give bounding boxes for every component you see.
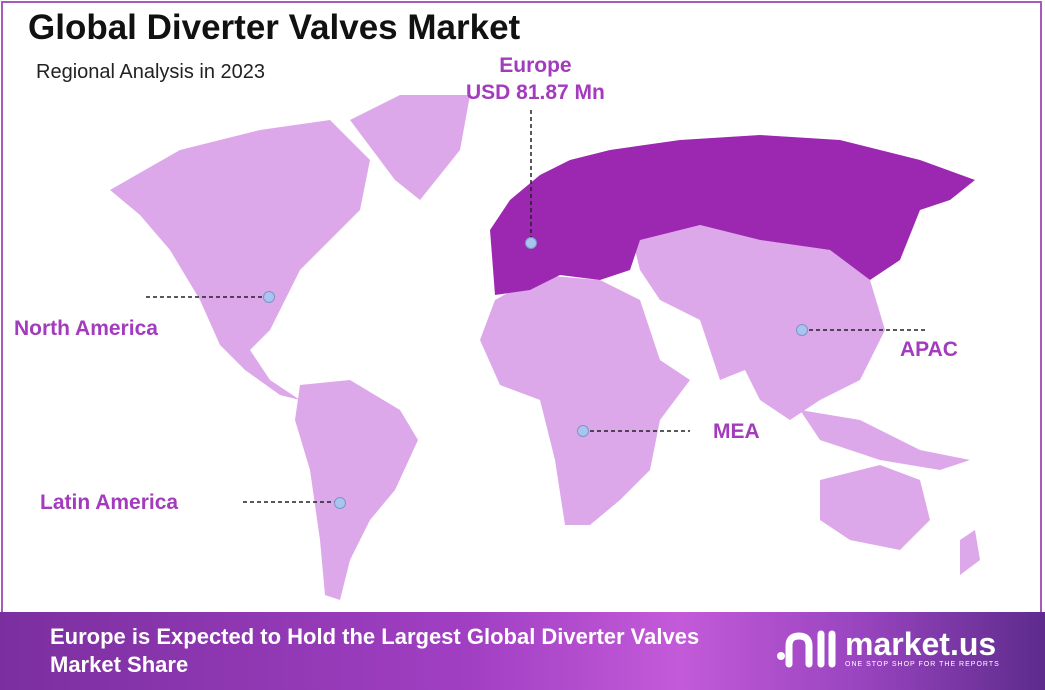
new-zealand-shape <box>960 530 980 575</box>
page-title: Global Diverter Valves Market <box>28 8 521 47</box>
asia-shape <box>630 225 885 420</box>
greenland-shape <box>350 95 470 200</box>
logo-name: market.us <box>845 625 997 662</box>
europe-russia-shape <box>490 135 975 295</box>
market-us-logo[interactable]: market.us ONE STOP SHOP FOR THE REPORTS <box>775 626 1000 670</box>
southeast-asia-shape <box>800 410 970 470</box>
latin-america-marker <box>334 497 346 509</box>
europe-value: USD 81.87 Mn <box>466 81 605 104</box>
market-us-logo-icon <box>777 630 836 668</box>
north-america-shape <box>110 120 370 400</box>
apac-marker <box>796 324 808 336</box>
latin-america-label: Latin America <box>40 491 179 514</box>
footer-text: Europe is Expected to Hold the Largest G… <box>50 624 700 677</box>
footer-banner: Europe is Expected to Hold the Largest G… <box>0 612 1045 690</box>
europe-label: Europe <box>499 54 572 77</box>
africa-shape <box>480 275 690 525</box>
logo-tagline: ONE STOP SHOP FOR THE REPORTS <box>845 660 1000 668</box>
north-america-marker <box>263 291 275 303</box>
north-america-label: North America <box>14 317 158 340</box>
europe-callout: Europe USD 81.87 Mn <box>466 52 605 106</box>
mea-label: MEA <box>713 420 760 443</box>
page-subtitle: Regional Analysis in 2023 <box>36 61 266 83</box>
latin-america-shape <box>295 380 418 600</box>
europe-marker <box>525 237 537 249</box>
mea-marker <box>577 425 589 437</box>
apac-label: APAC <box>900 338 958 361</box>
australia-shape <box>820 465 930 550</box>
